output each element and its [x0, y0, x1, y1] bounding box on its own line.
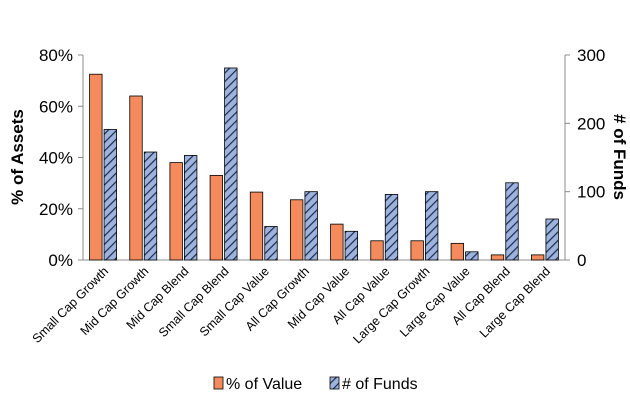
bar-pct-value: [370, 240, 384, 261]
category-label: Large Cap Blend: [477, 264, 553, 340]
bar-num-funds: [505, 182, 519, 261]
bar-num-funds: [425, 191, 439, 261]
right-tick-label: 0: [577, 251, 586, 270]
category-label: Small Cap Blend: [156, 264, 232, 340]
bar-num-funds: [344, 230, 358, 261]
left-tick-label: 60%: [39, 97, 73, 116]
right-tick-label: 200: [577, 114, 605, 133]
right-tick-label: 100: [577, 183, 605, 202]
bar-num-funds: [103, 129, 117, 261]
category-label: Small Cap Growth: [30, 264, 112, 346]
right-tick-label: 300: [577, 46, 605, 65]
bar-pct-value: [490, 254, 505, 261]
left-tick-label: 80%: [39, 46, 73, 65]
bar-pct-value: [169, 162, 183, 261]
legend-swatch-pct-value: [213, 376, 224, 390]
bars: [89, 67, 559, 261]
left-ticks: 0% 20% 40% 60% 80%: [39, 46, 83, 270]
bar-pct-value: [129, 95, 143, 261]
y-axis-right-title: # of Funds: [610, 114, 629, 200]
left-tick-label: 0%: [48, 251, 73, 270]
bar-pct-value: [290, 199, 304, 261]
bar-num-funds: [465, 251, 479, 261]
legend-label-pct-value: % of Value: [226, 376, 302, 393]
category-label: Large Cap Value: [397, 264, 473, 340]
bar-pct-value: [330, 223, 344, 261]
category-label: Large Cap Growth: [350, 264, 432, 346]
legend-swatch-num-funds: [329, 376, 340, 390]
bar-num-funds: [224, 67, 238, 261]
bar-pct-value: [531, 254, 545, 261]
bar-num-funds: [264, 226, 278, 261]
bar-num-funds: [545, 218, 559, 261]
bar-pct-value: [410, 240, 424, 261]
left-tick-label: 20%: [39, 200, 73, 219]
right-ticks: 0 100 200 300: [565, 46, 605, 270]
legend-label-num-funds: # of Funds: [342, 376, 418, 393]
bar-pct-value: [450, 242, 464, 261]
bar-pct-value: [249, 191, 264, 261]
y-axis-left-title: % of Assets: [8, 109, 27, 205]
bar-num-funds: [184, 155, 198, 261]
bar-num-funds: [304, 191, 318, 261]
bar-pct-value: [209, 175, 223, 261]
legend: % of Value # of Funds: [213, 376, 418, 393]
bar-num-funds: [143, 151, 158, 261]
category-label: Small Cap Value: [197, 264, 272, 339]
category-label: Mid Cap Growth: [78, 264, 152, 338]
bar-pct-value: [89, 73, 103, 261]
left-tick-label: 40%: [39, 149, 73, 168]
bar-num-funds: [384, 193, 399, 261]
